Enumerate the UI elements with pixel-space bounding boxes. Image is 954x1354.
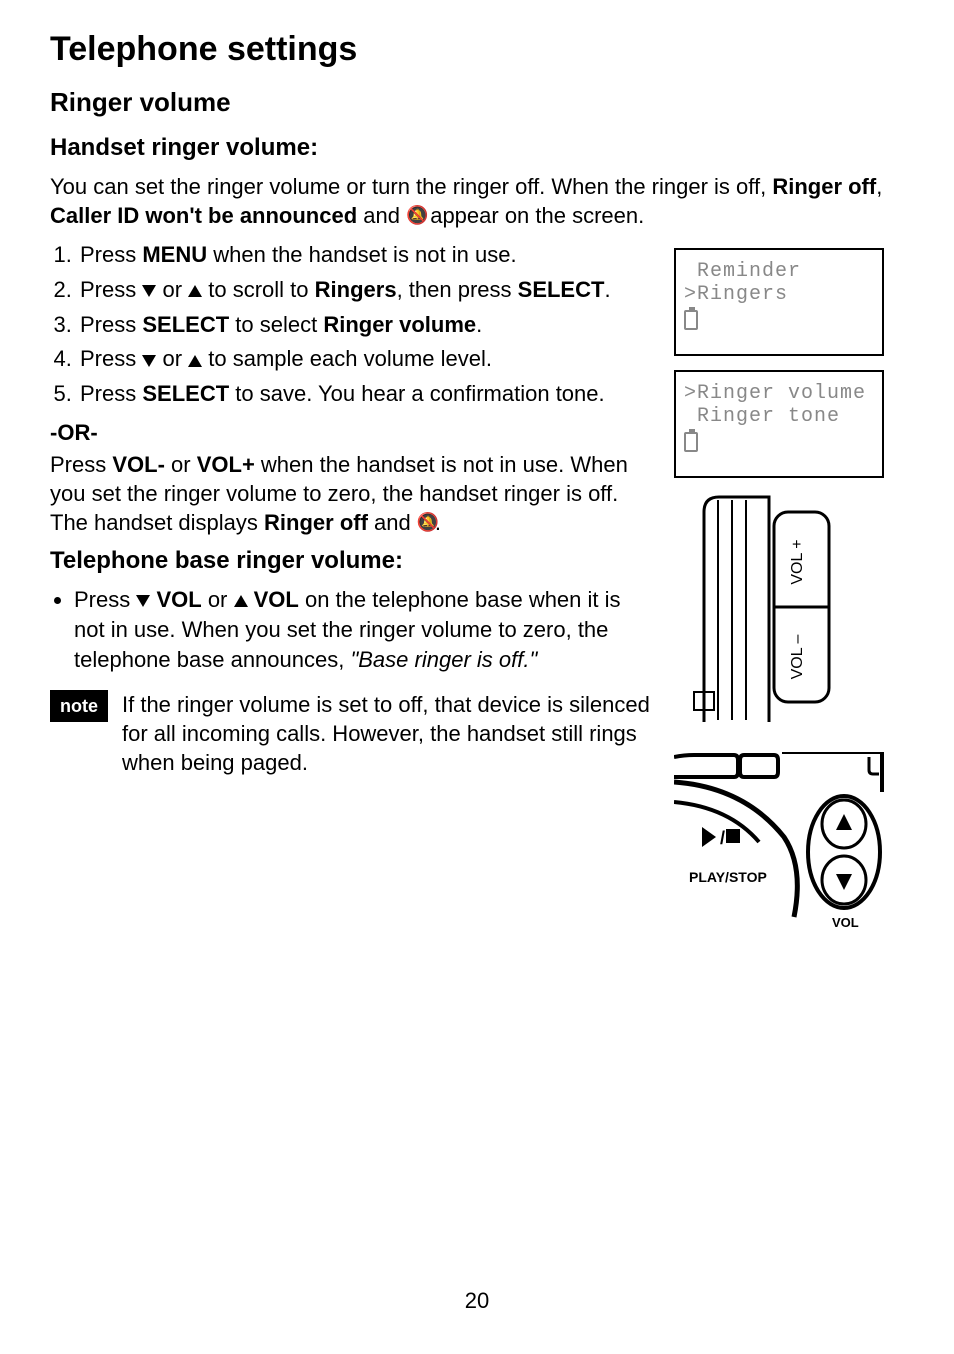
page-title: Telephone settings [50, 30, 904, 69]
step2-mid: or [156, 277, 188, 302]
step3-end: . [476, 312, 482, 337]
step2-end: . [604, 277, 610, 302]
up-arrow-icon [188, 285, 202, 297]
intro-bold-caller-id: Caller ID won't be announced [50, 203, 357, 228]
step5-pre: Press [80, 381, 142, 406]
or-bold1: VOL- [112, 452, 165, 477]
step2-post: , then press [397, 277, 518, 302]
step-2: Press or to scroll to Ringers, then pres… [78, 275, 654, 306]
bb-bold2: VOL [248, 587, 299, 612]
lcd2-line2: Ringer tone [684, 405, 874, 428]
down-arrow-icon [142, 355, 156, 367]
lcd1-line2: >Ringers [684, 283, 874, 306]
bb-mid: or [202, 587, 234, 612]
battery-icon [684, 310, 698, 330]
step-1: Press MENU when the handset is not in us… [78, 240, 654, 271]
vol-minus-label: VOL – [789, 635, 806, 680]
left-column: Press MENU when the handset is not in us… [50, 240, 654, 932]
step-5: Press SELECT to save. You hear a confirm… [78, 379, 654, 410]
step-3: Press SELECT to select Ringer volume. [78, 310, 654, 341]
svg-text:/: / [720, 828, 725, 848]
page-number: 20 [0, 1288, 954, 1314]
up-arrow-icon [188, 355, 202, 367]
play-stop-label: PLAY/STOP [689, 869, 767, 885]
or-paragraph: Press VOL- or VOL+ when the handset is n… [50, 450, 654, 537]
note-text: If the ringer volume is set to off, that… [122, 690, 654, 777]
lcd-screen-1: Reminder >Ringers [674, 248, 884, 356]
right-column: Reminder >Ringers >Ringer volume Ringer … [674, 240, 904, 932]
or-post2: and [368, 510, 417, 535]
step3-pre: Press [80, 312, 142, 337]
play-stop-diagram: / PLAY/STOP VOL [674, 752, 884, 932]
step5-bold: SELECT [142, 381, 229, 406]
base-bullet-list: Press VOL or VOL on the telephone base w… [50, 585, 654, 674]
lcd2-line1: >Ringer volume [684, 382, 874, 405]
step3-bold2: Ringer volume [323, 312, 476, 337]
base-bullet: Press VOL or VOL on the telephone base w… [74, 585, 654, 674]
step2-pre: Press [80, 277, 142, 302]
step2-bold: Ringers [315, 277, 397, 302]
handset-heading: Handset ringer volume: [50, 134, 904, 162]
base-heading: Telephone base ringer volume: [50, 547, 654, 575]
bell-off-icon [417, 515, 435, 533]
steps-list: Press MENU when the handset is not in us… [50, 240, 654, 410]
step4-pre: Press [80, 346, 142, 371]
volume-side-diagram: VOL + VOL – [674, 492, 884, 732]
section-title: Ringer volume [50, 87, 904, 118]
step3-mid: to select [229, 312, 323, 337]
note-row: note If the ringer volume is set to off,… [50, 690, 654, 777]
step4-mid: or [156, 346, 188, 371]
intro-sep: , [876, 174, 882, 199]
or-label: -OR- [50, 420, 654, 446]
note-badge: note [50, 690, 108, 722]
vol-plus-label: VOL + [789, 539, 806, 584]
lcd-screen-2: >Ringer volume Ringer tone [674, 370, 884, 478]
bell-off-icon [406, 208, 424, 226]
bb-italic: "Base ringer is off." [350, 647, 537, 672]
lcd1-line1: Reminder [684, 260, 874, 283]
step4-post: to sample each volume level. [202, 346, 492, 371]
step2-bold2: SELECT [518, 277, 605, 302]
step2-mid2: to scroll to [202, 277, 314, 302]
or-bold2: VOL+ [197, 452, 255, 477]
down-arrow-icon [142, 285, 156, 297]
bb-pre: Press [74, 587, 136, 612]
step1-pre: Press [80, 242, 142, 267]
intro-suffix: appear on the screen. [424, 203, 644, 228]
bb-bold1: VOL [150, 587, 201, 612]
step3-bold: SELECT [142, 312, 229, 337]
or-mid: or [165, 452, 197, 477]
down-arrow-icon [136, 595, 150, 607]
or-pre: Press [50, 452, 112, 477]
step5-post: to save. You hear a confirmation tone. [229, 381, 604, 406]
intro-prefix: You can set the ringer volume or turn th… [50, 174, 772, 199]
step1-post: when the handset is not in use. [207, 242, 516, 267]
step-4: Press or to sample each volume level. [78, 344, 654, 375]
battery-icon [684, 432, 698, 452]
or-bold3: Ringer off [264, 510, 368, 535]
intro-bold-ringer-off: Ringer off [772, 174, 876, 199]
intro-mid: and [357, 203, 406, 228]
intro-paragraph: You can set the ringer volume or turn th… [50, 172, 904, 230]
up-arrow-icon [234, 595, 248, 607]
step1-bold: MENU [142, 242, 207, 267]
vol-label: VOL [832, 915, 859, 930]
